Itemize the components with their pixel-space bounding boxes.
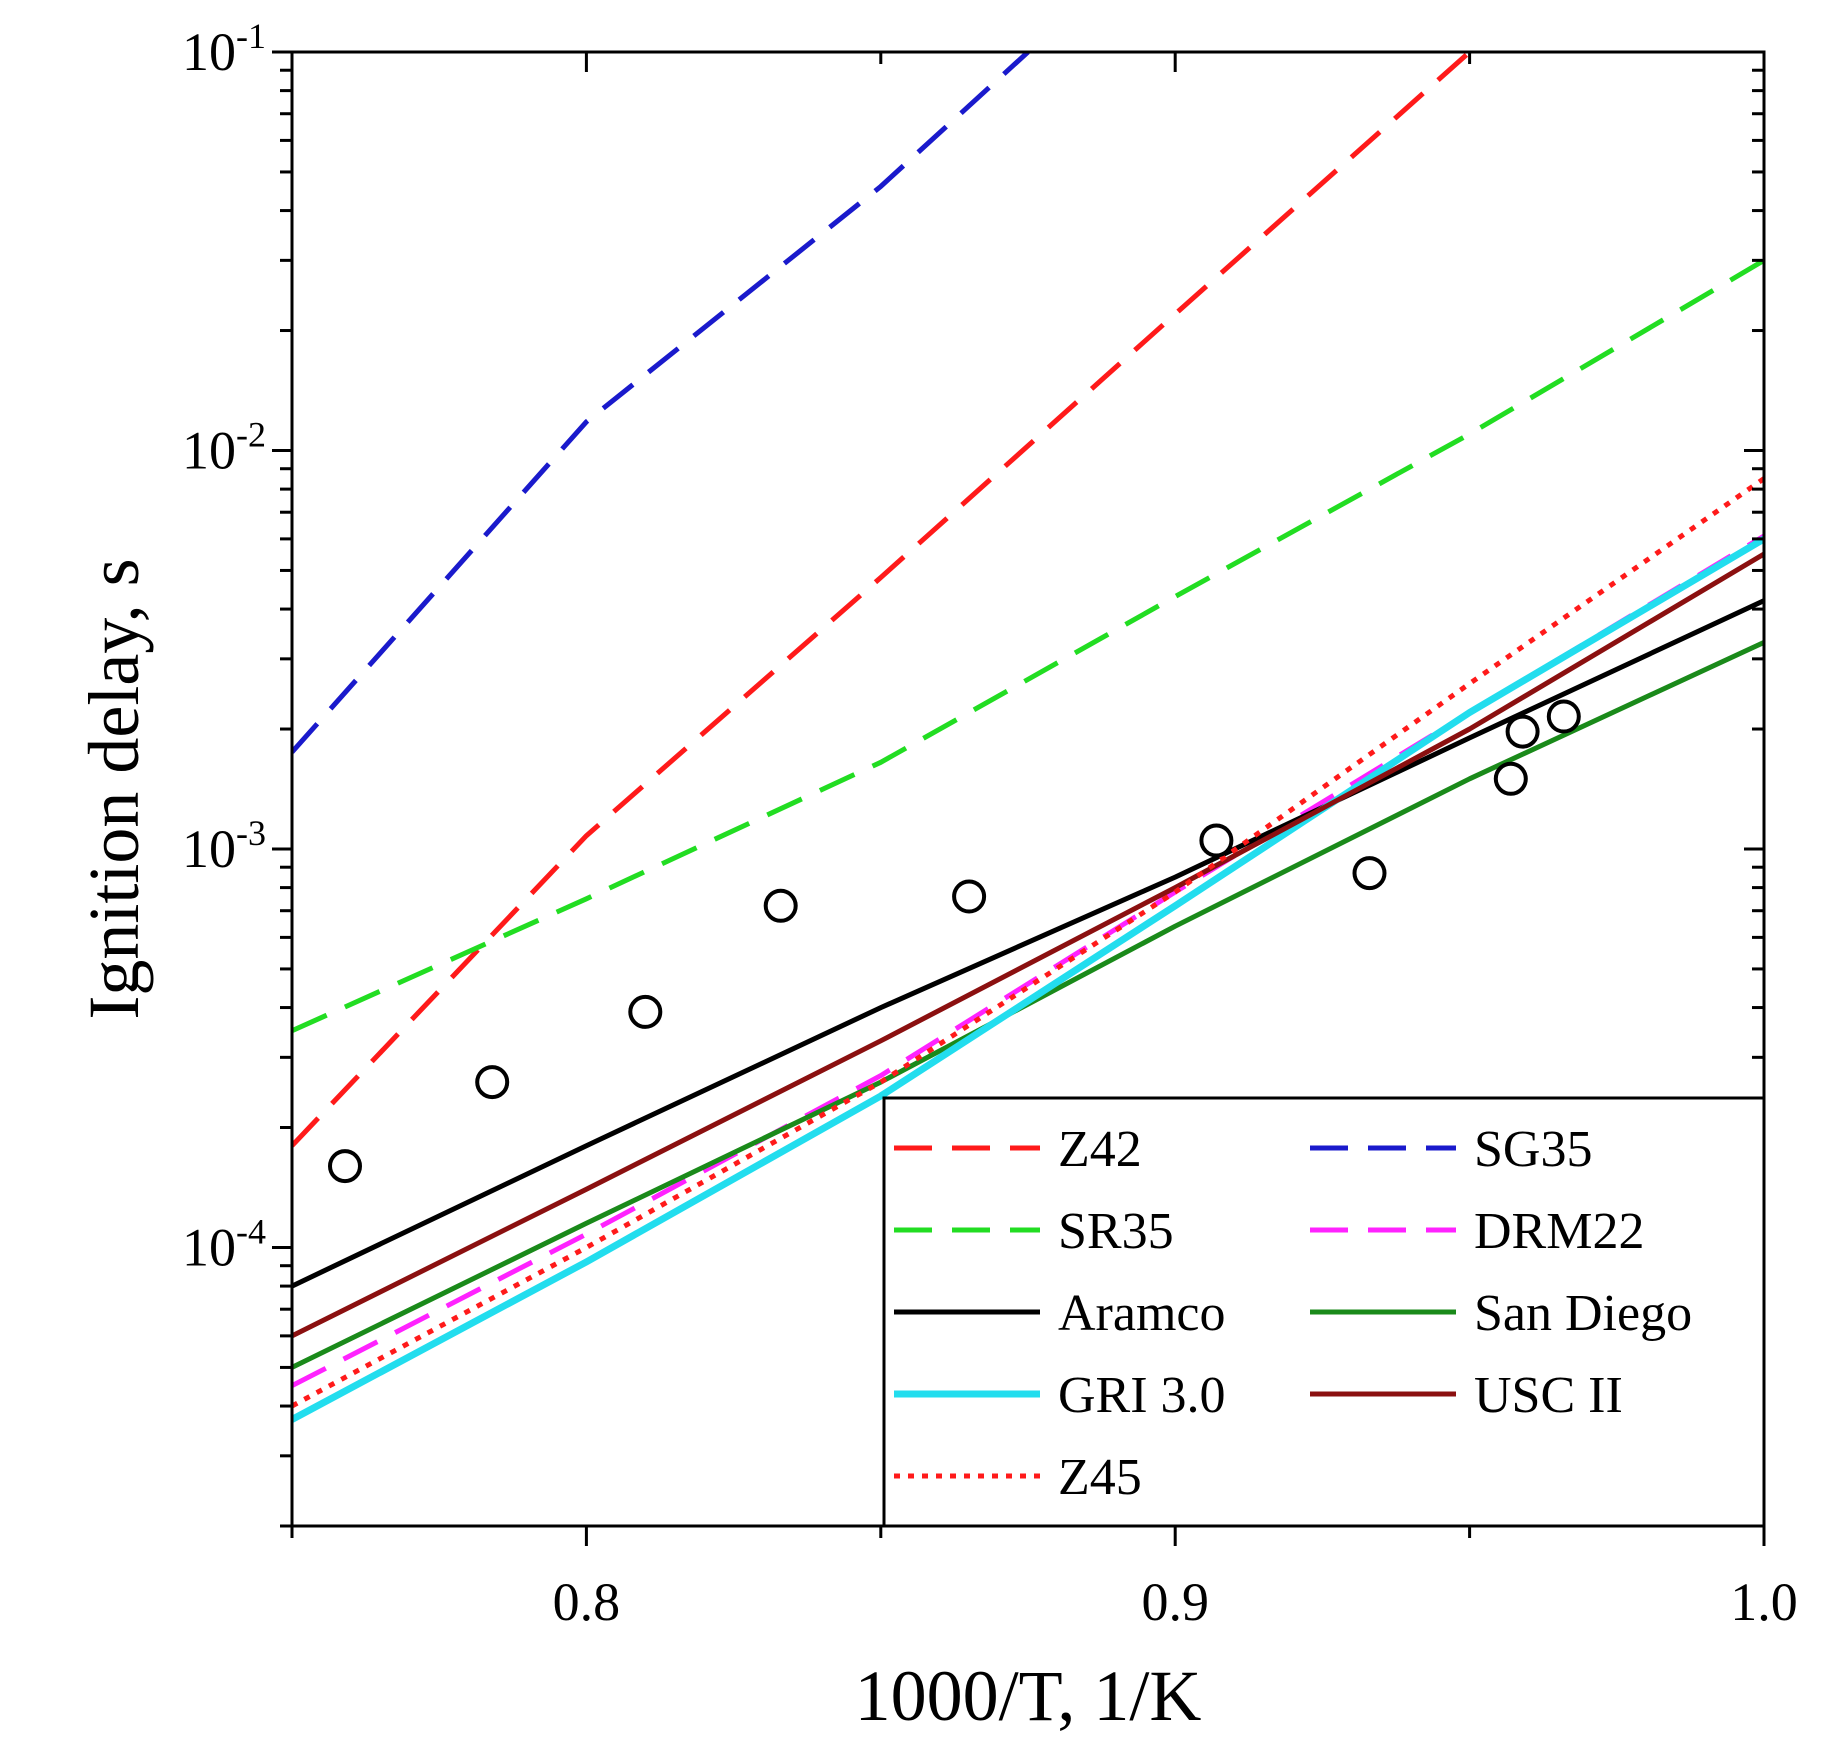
series-line-aramco: [292, 598, 1764, 1289]
experimental-point: [763, 888, 798, 923]
legend-label-drm22: DRM22: [1474, 1203, 1644, 1260]
experimental-point: [1493, 761, 1528, 796]
y-tick-label: 10-3: [182, 813, 266, 879]
y-axis-label: Ignition delay, s: [74, 558, 154, 1019]
experimental-point: [1546, 699, 1581, 734]
series-line-z45: [292, 476, 1764, 1409]
experimental-point: [628, 994, 663, 1029]
series-line-usc-ii: [292, 551, 1764, 1339]
experimental-point: [1199, 823, 1234, 858]
legend-label-z42: Z42: [1058, 1121, 1142, 1178]
legend-label-z45: Z45: [1058, 1449, 1142, 1506]
experimental-point: [1505, 714, 1540, 749]
experimental-point: [475, 1065, 510, 1100]
experimental-points-layer: [328, 699, 1581, 1184]
legend-label-aramco: Aramco: [1058, 1285, 1225, 1342]
legend-label-sg35: SG35: [1474, 1121, 1592, 1178]
series-line-z42: [292, 52, 1472, 1148]
experimental-point: [328, 1149, 362, 1184]
x-tick-label: 1.0: [1730, 1572, 1798, 1632]
series-layer: [292, 52, 1764, 1423]
legend-label-san-diego: San Diego: [1474, 1285, 1692, 1342]
axis-ticks: 0.8 0.9 1.0 10-4 10-3 10-2 10-1: [182, 16, 1798, 1632]
series-line-sr35: [292, 258, 1764, 1033]
y-tick-label: 10-2: [182, 414, 266, 480]
y-tick-label: 10-1: [182, 16, 266, 82]
series-line-gri-3-0: [292, 535, 1764, 1423]
legend-label-gri-3-0: GRI 3.0: [1058, 1367, 1226, 1424]
legend-label-sr35: SR35: [1058, 1203, 1174, 1260]
x-tick-label: 0.8: [553, 1572, 621, 1632]
x-axis-label: 1000/T, 1/K: [855, 1656, 1202, 1736]
x-tick-label: 0.9: [1141, 1572, 1209, 1632]
series-line-sg35: [292, 52, 1030, 754]
y-tick-label: 10-4: [182, 1211, 266, 1277]
experimental-point: [1352, 856, 1387, 891]
legend: Z42 SG35 SR35 DRM22 Aramco San Diego GRI 3.0 US…: [882, 1096, 1766, 1528]
legend-label-usc-ii: USC II: [1474, 1367, 1623, 1424]
experimental-point: [952, 879, 987, 914]
